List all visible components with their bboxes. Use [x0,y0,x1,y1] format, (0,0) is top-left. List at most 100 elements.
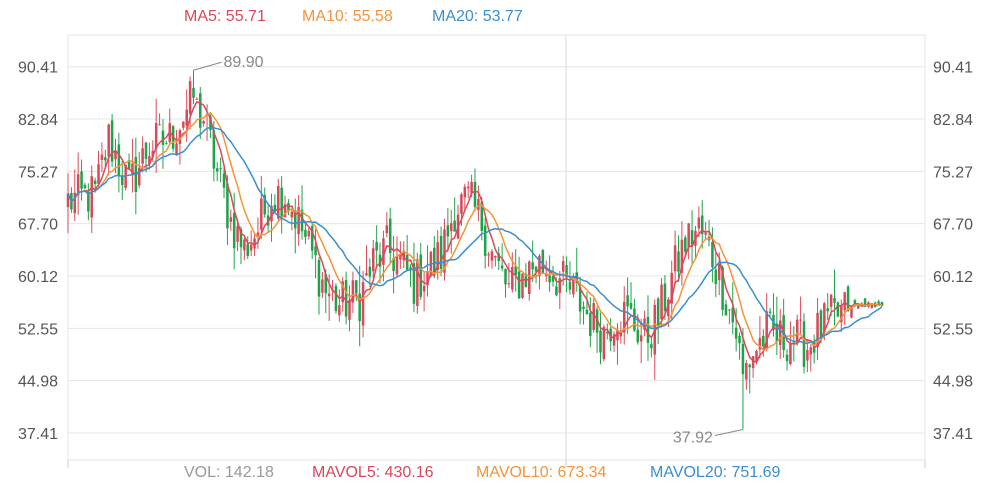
candle-body [175,143,178,155]
candle-body [795,319,799,344]
candle-body [663,283,667,311]
candle-body [229,217,233,222]
candle-body [182,121,185,128]
candle-body [789,343,792,365]
ma20-line [67,126,883,345]
candle-body [232,212,236,249]
candle-body [412,263,416,304]
candle-body [819,310,823,339]
candle-body [73,192,77,214]
candle-body [521,273,524,298]
y-tick-label-right: 90.41 [933,60,973,77]
candle-body [388,218,392,254]
candle-body [558,278,562,293]
candle-body [517,271,521,299]
candle-body [806,350,809,361]
candle-body [544,274,548,277]
candle-body [66,193,70,208]
y-tick-label-right: 37.41 [933,426,973,443]
candle-body [531,262,534,270]
candle-body [121,175,124,185]
legend-ma10-label: MA10: [302,8,353,25]
axis-layer: 90.41 90.41 82.84 82.84 75.27 75.27 67.70 67.70… [18,60,973,443]
candle-body [582,306,585,310]
legend-ma10: MA10: 55.58 [302,8,393,26]
legend-vol-label: VOL: [184,464,225,481]
candle-body [246,244,250,256]
candle-body [273,204,277,212]
candle-body [334,286,338,312]
candle-body [395,256,399,275]
candle-body [589,312,592,336]
candle-body [141,148,144,164]
candle-body [609,328,612,342]
candle-body [731,307,735,323]
candle-body [745,362,748,380]
candle-body [307,230,311,237]
candle-body [670,272,673,304]
candle-body [243,239,246,251]
candle-body [392,258,395,272]
candle-body [127,160,131,170]
candle-body [436,242,439,271]
legend-mavol5: MAVOL5: 430.16 [312,464,434,482]
candle-body [721,267,724,310]
candle-body [419,254,422,297]
candle-body [853,300,857,306]
y-tick-label-left: 52.55 [18,321,58,338]
candle-body [775,323,779,343]
candle-body [110,120,114,162]
candle-body [751,356,755,369]
plot-frame [67,34,926,461]
candle-body [595,309,599,333]
candle-body [446,225,450,237]
candle-body [195,98,199,100]
candle-body [256,232,260,236]
candle-body [300,209,304,232]
candle-body [511,267,514,290]
candle-body [599,330,602,353]
candle-body [355,280,358,294]
legend-mavol5-label: MAVOL5: [312,464,385,481]
candle-body [405,254,409,270]
candle-body [592,303,595,331]
candle-body [734,327,738,339]
candle-body [226,183,229,229]
candle-body [534,266,538,272]
ma10-line [67,112,883,351]
candle-body [565,265,568,278]
candle-body [477,198,480,211]
candle-body [338,305,341,316]
candle-body [514,266,517,275]
candle-body [382,238,385,265]
candle-body [185,109,188,126]
annotation-layer: 89.90 37.92 [193,54,744,446]
candle-body [561,261,565,272]
candle-body [792,342,796,344]
candle-body [144,142,148,159]
y-tick-label-right: 60.12 [933,269,973,286]
legend-mavol10-label: MAVOL10: [476,464,558,481]
y-tick-label-right: 44.98 [933,374,973,391]
candle-body [690,230,694,246]
candle-body [680,239,684,273]
candle-body [188,81,192,114]
candle-body [466,186,470,189]
candle-body [880,301,884,306]
candle-body [97,164,100,184]
candle-body [297,206,300,235]
min-annotation-leader [714,428,744,436]
ma-legend: MA5: 55.71 MA10: 55.58 MA20: 53.77 [0,8,1005,30]
moving-average-layer [67,100,883,364]
legend-ma5-label: MA5: [184,8,226,25]
legend-mavol10-value: 673.34 [557,464,607,481]
candle-body [290,211,294,218]
candle-body [840,304,843,323]
candle-body [826,308,829,312]
candle-body [137,167,141,186]
candle-body [629,303,633,309]
candle-body [717,263,721,281]
candle-body [433,247,436,273]
candle-body [76,174,80,196]
